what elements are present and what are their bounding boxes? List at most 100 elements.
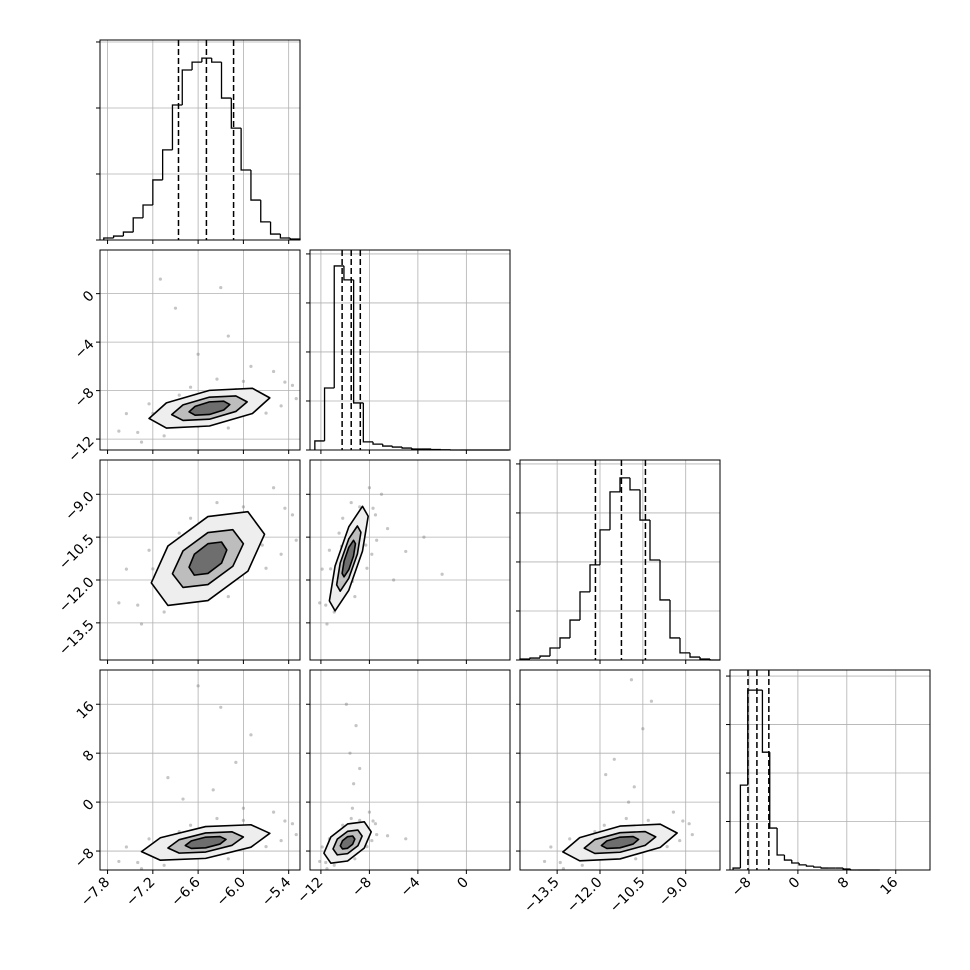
x-tick-label: 0 — [786, 874, 804, 892]
histogram-step — [279, 234, 291, 239]
histogram-step — [805, 864, 814, 867]
panel-frame — [309, 459, 511, 661]
sample-point — [324, 860, 328, 865]
x-tick-label: −7.2 — [123, 874, 158, 909]
sample-point — [271, 369, 276, 374]
y-tick-label: −8 — [72, 845, 98, 871]
histogram-step — [599, 529, 610, 565]
sample-point — [294, 397, 298, 401]
histogram-step — [813, 866, 822, 868]
sample-point — [264, 411, 268, 415]
x-tick-label: −6.0 — [214, 874, 249, 909]
sample-point — [385, 834, 390, 838]
sample-point — [629, 678, 634, 682]
sample-point — [117, 429, 121, 433]
sample-point — [370, 838, 374, 843]
y-tick-label: −9.0 — [62, 489, 97, 524]
sample-point — [147, 402, 151, 406]
histogram-step — [250, 170, 261, 201]
sample-point — [215, 377, 219, 381]
sample-point — [241, 379, 245, 383]
y-tick-label: 16 — [74, 699, 98, 723]
histogram-step — [619, 477, 630, 492]
sample-point — [370, 552, 374, 556]
sample-point — [283, 380, 287, 384]
histogram-step — [314, 440, 325, 450]
y-tick-label: −12 — [65, 433, 97, 465]
histogram-step — [689, 652, 700, 658]
histogram-step — [122, 231, 134, 237]
sample-point — [260, 543, 264, 547]
sample-point — [124, 845, 129, 849]
histogram-step — [559, 637, 570, 648]
sample-point — [173, 306, 178, 310]
histogram-step — [323, 387, 335, 441]
sample-point — [188, 516, 193, 520]
sample-point — [318, 859, 322, 864]
sample-point — [580, 863, 584, 867]
histogram-step — [112, 235, 124, 239]
y-tick-label: −13.5 — [56, 617, 98, 659]
sample-point — [264, 566, 268, 570]
histogram-step — [776, 828, 785, 856]
panel-frame — [309, 249, 511, 451]
sample-point — [264, 845, 268, 849]
histogram-step — [269, 221, 281, 235]
panel-frame — [519, 669, 721, 871]
sample-point — [353, 594, 357, 599]
sample-point — [162, 434, 166, 438]
sample-point — [226, 334, 230, 338]
sample-point — [234, 760, 238, 764]
histogram-step — [191, 61, 202, 71]
histogram-step — [569, 619, 580, 638]
panel-frame — [519, 459, 721, 661]
histogram-step — [372, 441, 383, 445]
sample-point — [612, 757, 616, 761]
sample-point — [375, 832, 379, 837]
sample-point — [364, 543, 368, 547]
histogram-step — [669, 599, 680, 639]
panel-frame — [99, 39, 301, 241]
sample-point — [354, 724, 358, 728]
sample-point — [147, 837, 151, 841]
sample-point — [139, 440, 144, 444]
histogram-step — [639, 489, 650, 521]
sample-point — [404, 837, 408, 841]
sample-point — [211, 788, 215, 792]
x-tick-label: 8 — [835, 874, 853, 892]
sample-point — [136, 603, 140, 607]
sample-point — [249, 733, 253, 737]
sample-point — [215, 816, 219, 821]
sample-point — [226, 857, 230, 861]
sample-point — [349, 500, 353, 505]
histogram-step — [659, 560, 670, 601]
sample-point — [353, 857, 357, 861]
sample-point — [241, 818, 245, 822]
sample-point — [177, 531, 181, 535]
sample-point — [124, 567, 129, 571]
sample-point — [568, 837, 572, 841]
sample-point — [375, 538, 379, 542]
sample-point — [226, 426, 230, 430]
sample-point — [365, 566, 369, 570]
sample-point — [373, 513, 378, 517]
sample-point — [290, 822, 295, 826]
histogram-step — [411, 448, 422, 450]
density-contour — [184, 835, 227, 850]
sample-point — [348, 751, 352, 755]
x-tick-label: −12 — [294, 874, 326, 906]
sample-point — [604, 772, 608, 777]
sample-point — [320, 567, 324, 571]
histogram-step — [132, 217, 144, 233]
sample-point — [422, 535, 426, 539]
sample-point — [294, 538, 298, 542]
sample-point — [341, 823, 345, 827]
sample-point — [624, 816, 628, 821]
sample-point — [294, 832, 298, 837]
sample-point — [290, 383, 295, 387]
histogram-step — [352, 279, 364, 404]
sample-point — [649, 699, 654, 703]
sample-point — [117, 859, 121, 864]
panel-frame — [309, 669, 511, 871]
sample-point — [283, 819, 287, 823]
